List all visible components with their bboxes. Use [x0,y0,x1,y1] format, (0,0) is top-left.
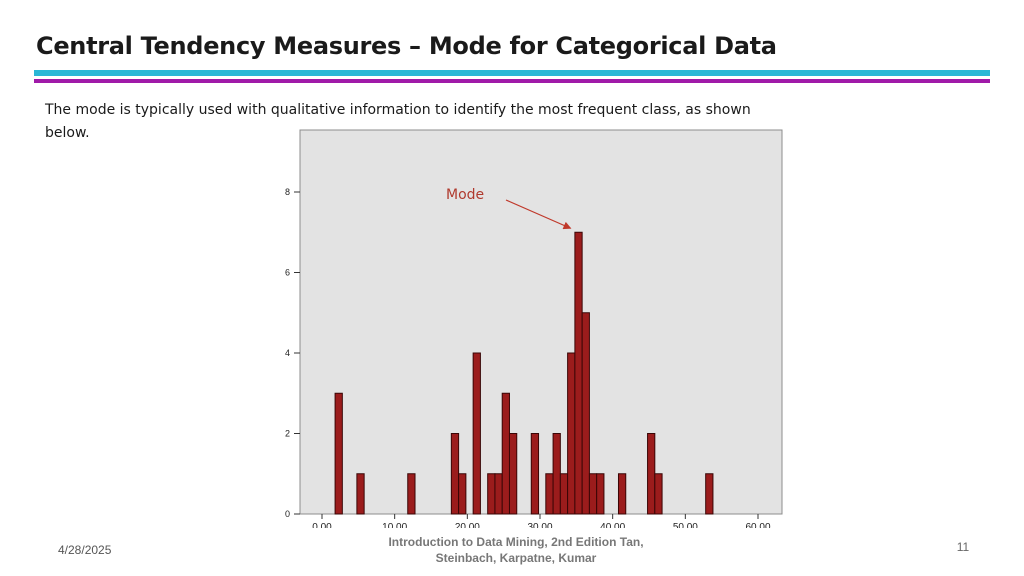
histogram-bar [567,352,576,515]
y-axis: 0 2 4 6 8 [285,187,300,519]
histogram-bar [596,473,605,515]
page-number: 11 [956,540,970,554]
y-tick-label: 0 [285,509,290,519]
x-tick-label: 0.00 [312,522,332,528]
histogram-bar [581,312,590,515]
histogram-bar [574,231,583,515]
x-axis: 0.00 10.00 20.00 30.00 40.00 50.00 60.00 [312,514,771,528]
histogram-bar [508,433,518,515]
mode-annotation-arrow [505,199,572,230]
x-tick-label: 40.00 [600,522,625,528]
histogram-bar [588,473,598,515]
body-text: The mode is typically used with qualitat… [45,102,751,141]
histogram-bar [552,433,561,515]
title-rule-cyan [34,70,990,76]
histogram-bar [472,352,481,515]
plot-area [299,129,783,515]
x-tick-label: 50.00 [673,522,698,528]
histogram-chart: 0 2 4 6 8 0.00 10.00 20.00 30.00 40.00 50.00 60.00… [285,129,783,528]
x-tick-label: 30.00 [527,522,552,528]
y-tick-label: 4 [285,348,290,358]
histogram-bar [559,473,569,515]
bars [334,231,714,515]
footer-citation: Introduction to Data Mining, 2nd Edition… [388,535,644,565]
histogram-bar [705,473,714,515]
histogram-bar [617,473,627,515]
histogram-bar [407,473,416,515]
histogram-bar [494,473,503,515]
title-rule-magenta [34,79,990,83]
histogram-bar [356,473,365,515]
y-tick-label: 8 [285,187,290,197]
y-tick-label: 2 [285,429,290,439]
histogram-bar [530,433,540,515]
x-tick-label: 60.00 [745,522,770,528]
histogram-bar [334,392,343,515]
mode-annotation: Mode [446,187,572,230]
x-tick-label: 20.00 [455,522,480,528]
histogram-bar [487,473,496,515]
histogram-bar [654,473,663,515]
x-tick-label: 10.00 [382,522,407,528]
histogram-bar [450,433,460,515]
slide-title: Central Tendency Measures – Mode for Cat… [36,32,777,60]
y-tick-label: 6 [285,268,290,278]
histogram-bar [458,473,467,515]
histogram-bar [501,392,510,515]
mode-annotation-label: Mode [446,187,484,203]
histogram-bar [545,473,554,515]
footer-date: 4/28/2025 [58,543,112,557]
histogram-bar [647,433,656,515]
